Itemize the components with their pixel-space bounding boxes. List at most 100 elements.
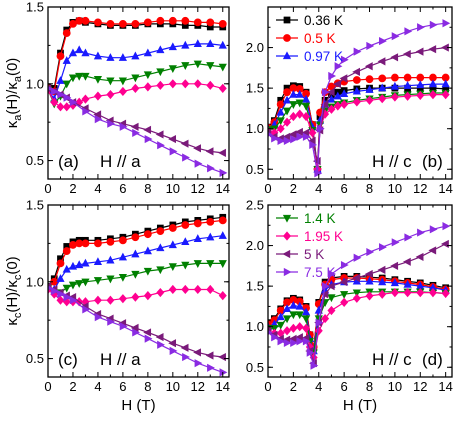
data-point-5-k (218, 352, 226, 362)
data-point-0.97-k (282, 95, 292, 104)
data-point-0.97-k (276, 312, 285, 321)
data-point-7.5-k (194, 159, 203, 168)
data-point-7.5-k (290, 338, 298, 348)
plot-frame (267, 204, 453, 378)
data-point-1.95-k (416, 288, 425, 298)
data-point-0.5-k (156, 16, 165, 25)
data-point-5-k (402, 257, 411, 266)
plot-frame (47, 6, 230, 180)
x-tick-label: 0 (264, 379, 271, 394)
data-point-0.97-k (218, 40, 227, 49)
x-tick-label: 8 (144, 379, 151, 394)
data-point-1.95-k (206, 80, 215, 90)
data-point-7.5-k (132, 328, 140, 337)
data-point-0.5-k (81, 16, 90, 25)
data-point-7.5-k (51, 286, 59, 296)
legend-label: 0.97 K (304, 49, 343, 64)
y-tick-label: 0.5 (26, 153, 44, 168)
x-tick-label: 0 (44, 181, 51, 196)
plot-frame (267, 6, 453, 180)
data-point-1.4-k (62, 284, 71, 293)
data-point-1.95-k (378, 289, 387, 299)
series-5-k-a (48, 84, 226, 157)
data-point-0.97-k (206, 39, 215, 48)
data-point-1.4-k (75, 280, 84, 288)
series-1.95-k-d (268, 288, 450, 363)
data-point-5-k (155, 130, 164, 139)
data-point-1.95-k (302, 111, 311, 122)
plot-frame (47, 204, 230, 378)
data-point-0.97-k (181, 237, 190, 246)
data-point-5-k (352, 67, 361, 77)
x-tick-label: 6 (119, 379, 126, 394)
data-point-1.4-k (143, 267, 152, 276)
data-point-5-k (193, 348, 201, 357)
data-point-5-k (320, 100, 329, 109)
data-point-7.5-k (306, 348, 315, 357)
field-orientation-label: H // a (100, 152, 141, 171)
field-orientation-label: H // a (100, 350, 141, 369)
data-point-7.5-k (328, 269, 337, 279)
data-point-0.5-k (131, 233, 140, 242)
data-point-0.5-k (106, 19, 115, 28)
data-point-7.5-k (119, 322, 128, 331)
data-point-1.4-k (68, 74, 78, 83)
data-point-1.4-k (118, 77, 127, 86)
data-point-0.5-k (365, 75, 374, 84)
data-point-7.5-k (207, 363, 215, 372)
legend-item-1.95-k: 1.95 K (276, 229, 343, 244)
data-point-5-k (428, 246, 437, 255)
legend-label: 0.5 K (304, 31, 336, 46)
data-point-5-k (326, 88, 335, 97)
data-point-0.5-k (378, 74, 387, 83)
x-tick-label: 14 (438, 181, 452, 196)
data-point-7.5-k (429, 225, 438, 234)
data-point-1.95-k (416, 90, 425, 101)
data-point-1.95-k (403, 288, 412, 298)
data-point-1.95-k (352, 97, 361, 107)
data-point-1.4-k (93, 277, 103, 285)
data-point-1.4-k (218, 260, 227, 268)
series-1.95-k-b (268, 90, 450, 174)
data-point-1.4-k (81, 278, 90, 287)
data-point-0.97-k (106, 53, 115, 61)
data-point-5-k (93, 110, 102, 119)
x-tick-label: 2 (69, 181, 76, 196)
data-point-1.95-k (156, 287, 165, 298)
x-tick-label: 0 (44, 379, 51, 394)
data-point-7.5-k (219, 168, 228, 177)
x-tick-label: 8 (366, 181, 373, 196)
legend-marker-7.5-k (283, 267, 292, 277)
y-tick-label: 0.5 (246, 360, 264, 375)
legend-item-0.36-k: 0.36 K (276, 13, 343, 28)
data-point-7.5-k (391, 238, 400, 247)
data-point-1.95-k (403, 91, 412, 101)
data-point-0.97-k (390, 81, 399, 90)
y-tick-label: 2.5 (246, 198, 264, 213)
data-point-0.97-k (75, 260, 84, 269)
data-point-0.97-k (118, 252, 127, 261)
data-point-5-k (143, 125, 152, 134)
y-tick-label: 1.0 (26, 274, 44, 289)
x-tick-label: 8 (366, 379, 373, 394)
legend-marker-5-k (282, 249, 291, 259)
x-tick-label: 14 (438, 379, 452, 394)
data-point-7.5-k (366, 41, 375, 51)
x-tick-label: 14 (216, 379, 230, 394)
data-point-7.5-k (429, 20, 438, 29)
data-point-7.5-k (315, 318, 324, 327)
panel-label: (d) (422, 350, 443, 369)
data-point-5-k (402, 49, 411, 59)
y-tick-label: 0.5 (26, 351, 44, 366)
legend-marker-0.36-k (283, 16, 291, 24)
data-point-1.95-k (81, 94, 90, 104)
data-point-7.5-k (144, 134, 153, 144)
data-point-5-k (428, 45, 437, 54)
data-point-1.95-k (340, 99, 349, 109)
data-point-7.5-k (334, 62, 343, 71)
data-point-5-k (377, 57, 386, 66)
data-point-1.95-k (62, 102, 71, 112)
data-point-1.95-k (106, 295, 115, 305)
data-point-7.5-k (94, 313, 103, 322)
data-point-1.4-k (68, 281, 78, 290)
